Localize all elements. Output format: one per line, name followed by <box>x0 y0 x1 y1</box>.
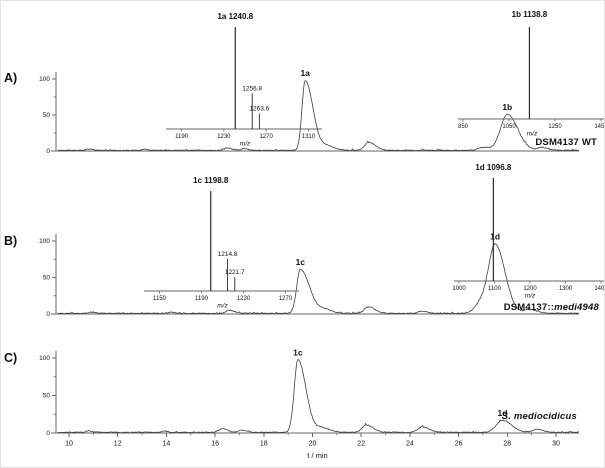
ms-peak-value-label: 1221.7 <box>225 269 245 276</box>
peak-label-1d: 1d <box>490 232 500 242</box>
panel-plot-a: 0 50 100 1a 1b 1190 1230 1270 1310 m/z 1a 1240.8 12… <box>39 10 605 155</box>
mz-axis-label: m/z <box>217 303 228 310</box>
ms-tick-label: 1000 <box>452 286 466 292</box>
ms-tick-label: 1200 <box>523 286 537 292</box>
chromatogram-trace <box>57 80 580 151</box>
strain-label-s-mediocidicus: S. mediocidicus <box>501 411 577 422</box>
ms-tick-label: 1400 <box>594 286 605 292</box>
panel-plot-c: 0 50 100 1c 1d <box>39 347 580 437</box>
panel-label-c: C) <box>4 351 18 365</box>
ms-tick-label: 1230 <box>217 134 231 140</box>
x-tick-label: 28 <box>503 441 511 448</box>
ms-tick-label: 1270 <box>279 296 293 302</box>
y-tick-label: 0 <box>46 311 50 318</box>
ms-tick-label: 1190 <box>195 296 209 302</box>
ms-peak-value-label: 1256.8 <box>242 85 262 92</box>
peak-label-1d: 1d <box>497 408 507 418</box>
x-axis-title: t / min <box>307 451 328 460</box>
panel-label-b: B) <box>4 234 18 248</box>
ms-main-peak-label: 1a 1240.8 <box>217 12 253 21</box>
panel-plot-b: 0 50 100 1c 1d 1150 1190 1230 1270 m/z 1c 1198.8 12… <box>39 163 605 318</box>
x-tick-label: 14 <box>163 441 171 448</box>
ms-tick-label: 1150 <box>153 296 167 302</box>
strain-label-part-italic: medi4948 <box>554 302 599 313</box>
chromatogram-trace <box>57 359 580 433</box>
x-tick-label: 24 <box>406 441 414 448</box>
peak-label-1b: 1b <box>502 102 512 112</box>
y-tick-label: 100 <box>39 238 50 245</box>
ms-tick-label: 850 <box>458 124 469 130</box>
x-tick-label: 30 <box>552 441 560 448</box>
ms-tick-label: 1050 <box>502 124 516 130</box>
strain-label-dsm4137-medi4948: DSM4137::medi4948 <box>504 302 599 313</box>
ms-main-peak-label: 1d 1096.8 <box>475 163 512 172</box>
x-tick-label: 16 <box>211 441 219 448</box>
x-tick-label: 26 <box>455 441 463 448</box>
x-tick-label: 20 <box>309 441 317 448</box>
y-tick-label: 50 <box>43 275 51 282</box>
ms-tick-label: 1300 <box>559 286 573 292</box>
ms-tick-label: 1450 <box>594 124 605 130</box>
y-tick-label: 50 <box>43 112 51 119</box>
ms-tick-label: 1100 <box>488 286 502 292</box>
mz-axis-label: m/z <box>525 293 536 300</box>
y-tick-label: 100 <box>39 355 50 362</box>
x-tick-label: 18 <box>260 441 268 448</box>
peak-label-1c: 1c <box>293 347 303 357</box>
y-tick-label: 100 <box>39 76 50 83</box>
y-tick-label: 0 <box>46 148 50 155</box>
panel-label-a: A) <box>4 71 18 85</box>
y-tick-label: 50 <box>43 393 51 400</box>
mass-spectrum-inset: 1190 1230 1270 1310 m/z 1a 1240.8 1256.8 1263.6 <box>166 12 322 148</box>
ms-main-peak-label: 1b 1138.8 <box>512 10 548 19</box>
peak-label-1a: 1a <box>300 68 310 78</box>
ms-peak-value-label: 1214.8 <box>218 251 238 258</box>
x-tick-label: 10 <box>65 441 73 448</box>
mass-spectrum-inset: 1000 1100 1200 1300 1400 m/z 1d 1096.8 <box>452 163 605 300</box>
mz-axis-label: m/z <box>240 141 251 148</box>
strain-label-part: DSM4137:: <box>503 302 555 313</box>
strain-label-dsm4137-wt: DSM4137 WT <box>535 137 597 148</box>
mz-axis-label: m/z <box>527 131 538 138</box>
y-tick-label: 0 <box>46 430 50 437</box>
ms-tick-label: 1230 <box>237 296 251 302</box>
x-tick-label: 22 <box>357 441 365 448</box>
mass-spectrum-inset: 1150 1190 1230 1270 m/z 1c 1198.8 1214.8 1221.7 <box>144 176 299 310</box>
ms-tick-label: 1270 <box>259 134 273 140</box>
ms-peak-value-label: 1263.6 <box>249 106 269 113</box>
mass-spectrum-inset: 850 1050 1250 1450 m/z 1b 1138.8 <box>458 10 605 138</box>
ms-main-peak-label: 1c 1198.8 <box>193 176 229 185</box>
x-tick-label: 12 <box>114 441 122 448</box>
time-axis: 10 12 14 16 18 20 22 24 26 28 30 <box>65 433 560 448</box>
peak-label-1c: 1c <box>296 257 306 267</box>
ms-tick-label: 1190 <box>175 134 189 140</box>
ms-tick-label: 1250 <box>548 124 562 130</box>
chromatogram-trace <box>57 243 580 314</box>
ms-tick-label: 1310 <box>302 134 316 140</box>
